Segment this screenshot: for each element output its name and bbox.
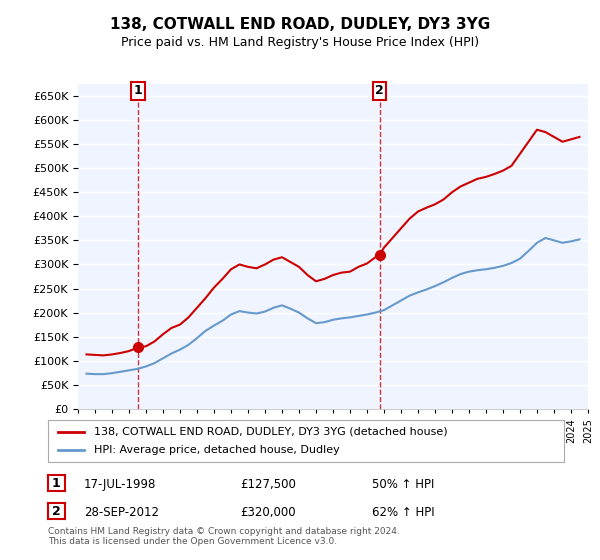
Text: 28-SEP-2012: 28-SEP-2012: [84, 506, 159, 519]
Text: £320,000: £320,000: [240, 506, 296, 519]
Text: 138, COTWALL END ROAD, DUDLEY, DY3 3YG: 138, COTWALL END ROAD, DUDLEY, DY3 3YG: [110, 17, 490, 32]
Text: 2: 2: [375, 84, 384, 97]
Text: Contains HM Land Registry data © Crown copyright and database right 2024.
This d: Contains HM Land Registry data © Crown c…: [48, 526, 400, 546]
Text: 1: 1: [134, 84, 143, 97]
Text: 2: 2: [52, 505, 61, 518]
Text: HPI: Average price, detached house, Dudley: HPI: Average price, detached house, Dudl…: [94, 445, 340, 455]
Text: 138, COTWALL END ROAD, DUDLEY, DY3 3YG (detached house): 138, COTWALL END ROAD, DUDLEY, DY3 3YG (…: [94, 427, 448, 437]
Text: 62% ↑ HPI: 62% ↑ HPI: [372, 506, 434, 519]
Text: Price paid vs. HM Land Registry's House Price Index (HPI): Price paid vs. HM Land Registry's House …: [121, 36, 479, 49]
Text: £127,500: £127,500: [240, 478, 296, 491]
Text: 50% ↑ HPI: 50% ↑ HPI: [372, 478, 434, 491]
Text: 1: 1: [52, 477, 61, 490]
Text: 17-JUL-1998: 17-JUL-1998: [84, 478, 157, 491]
